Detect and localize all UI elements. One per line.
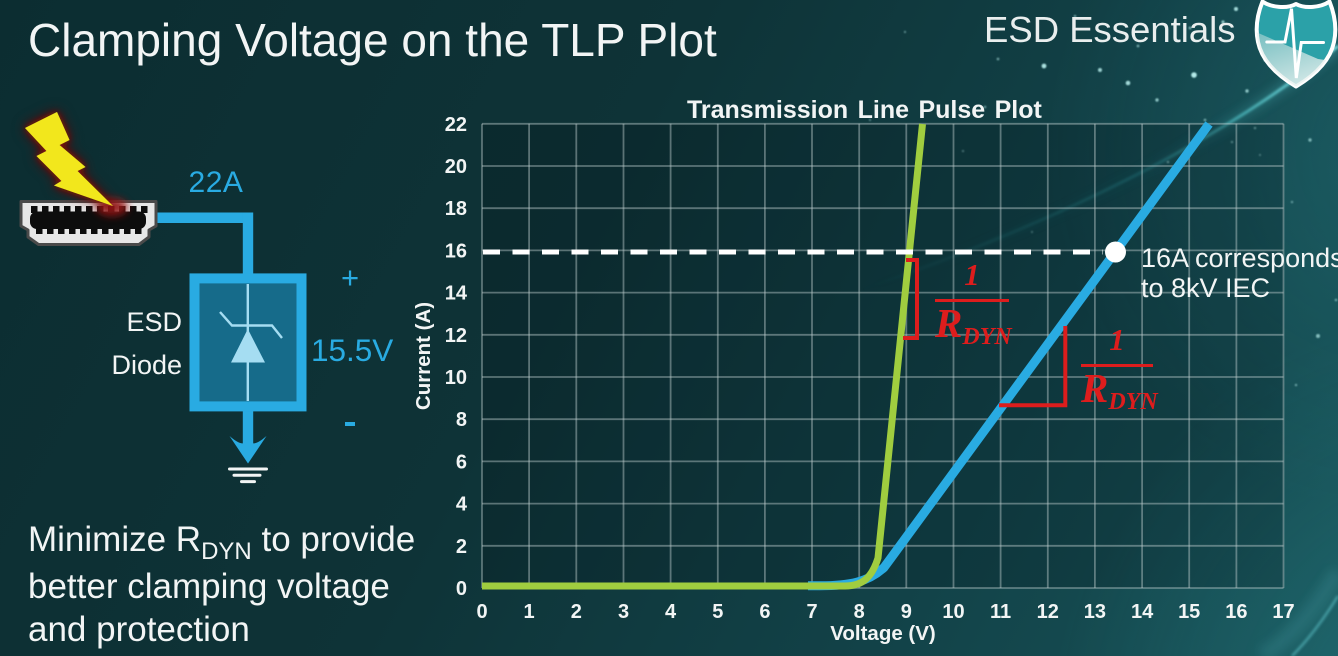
svg-text:12: 12 — [445, 325, 467, 347]
svg-text:5: 5 — [712, 601, 723, 623]
svg-text:16: 16 — [1225, 601, 1247, 623]
svg-text:15: 15 — [1178, 601, 1200, 623]
svg-text:Current (A): Current (A) — [412, 302, 435, 410]
svg-text:1: 1 — [524, 601, 535, 623]
svg-text:16: 16 — [445, 240, 467, 262]
svg-text:Transmission Line Pulse Plot: Transmission Line Pulse Plot — [687, 96, 1042, 124]
svg-text:20: 20 — [445, 156, 467, 178]
svg-text:12: 12 — [1037, 601, 1059, 623]
svg-text:17: 17 — [1272, 601, 1294, 623]
svg-text:11: 11 — [990, 601, 1011, 623]
svg-text:18: 18 — [445, 198, 467, 220]
svg-text:13: 13 — [1084, 601, 1106, 623]
svg-text:0: 0 — [456, 578, 467, 600]
svg-text:8: 8 — [854, 601, 865, 623]
svg-text:4: 4 — [665, 601, 677, 623]
svg-text:7: 7 — [806, 601, 817, 623]
svg-text:2: 2 — [571, 601, 582, 623]
svg-text:Voltage (V): Voltage (V) — [830, 622, 936, 645]
svg-text:22: 22 — [445, 114, 467, 136]
svg-text:8: 8 — [456, 409, 467, 431]
svg-text:3: 3 — [618, 601, 629, 623]
svg-text:14: 14 — [1131, 601, 1154, 623]
svg-text:10: 10 — [942, 601, 964, 623]
svg-text:6: 6 — [759, 601, 770, 623]
svg-text:0: 0 — [476, 601, 487, 623]
svg-text:14: 14 — [445, 283, 468, 305]
svg-text:10: 10 — [445, 367, 467, 389]
svg-text:6: 6 — [456, 451, 467, 473]
svg-text:2: 2 — [456, 536, 467, 558]
svg-text:9: 9 — [901, 601, 912, 623]
svg-text:4: 4 — [456, 494, 468, 516]
